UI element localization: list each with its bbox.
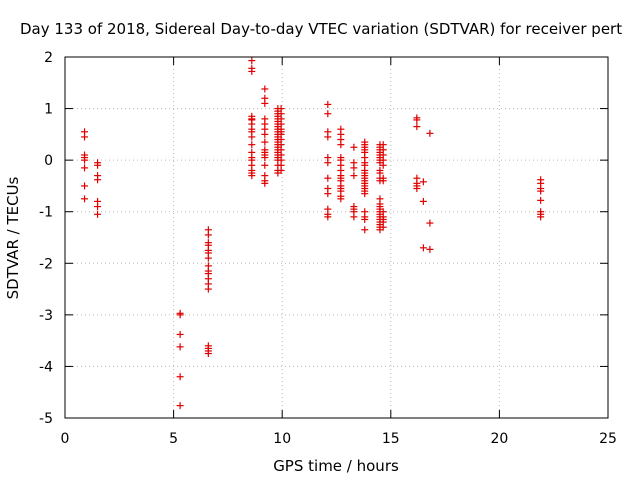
plot-frame [64, 56, 609, 419]
y-tick-label: 2 [44, 50, 53, 66]
data-point [94, 176, 102, 184]
data-point [337, 141, 345, 149]
data-point [204, 231, 212, 239]
data-point [94, 210, 102, 218]
y-tick-label: 1 [44, 102, 53, 118]
y-axis-label: SDTVAR / TECUs [4, 176, 22, 299]
x-tick-label: 25 [599, 431, 617, 447]
data-point [248, 67, 256, 75]
data-point [81, 182, 89, 190]
data-point [81, 164, 89, 172]
data-point [277, 128, 285, 136]
y-tick-label: -2 [39, 256, 53, 272]
data-point [376, 203, 384, 211]
data-point [350, 143, 358, 151]
data-point [324, 133, 332, 141]
data-point [537, 196, 545, 204]
data-point [413, 116, 421, 124]
axis-ticks [64, 56, 609, 419]
data-point [419, 197, 427, 205]
data-point [324, 110, 332, 118]
x-tick-label: 0 [61, 431, 70, 447]
data-point [419, 244, 427, 252]
data-point [94, 161, 102, 169]
data-point [204, 285, 212, 293]
x-axis-label: GPS time / hours [273, 457, 399, 475]
x-tick-label: 5 [169, 431, 178, 447]
data-point [350, 213, 358, 221]
data-point [361, 215, 369, 223]
data-point [261, 138, 269, 146]
data-point [324, 190, 332, 198]
data-point [350, 164, 358, 172]
data-point [379, 161, 387, 169]
data-point [94, 203, 102, 211]
data-point [81, 195, 89, 203]
data-point [337, 195, 345, 203]
data-point [248, 141, 256, 149]
data-point [248, 57, 256, 65]
data-point [176, 373, 184, 381]
data-point [413, 123, 421, 131]
data-point [248, 172, 256, 180]
chart-title: Day 133 of 2018, Sidereal Day-to-day VTE… [20, 20, 622, 38]
x-tick-label: 15 [382, 431, 400, 447]
data-point [176, 330, 184, 338]
data-point [426, 129, 434, 137]
data-point [537, 213, 545, 221]
data-point [350, 172, 358, 180]
data-points [81, 57, 545, 410]
y-tick-label: -3 [39, 308, 53, 324]
data-point [176, 311, 184, 319]
data-point [261, 99, 269, 107]
data-point [176, 402, 184, 410]
data-point [81, 133, 89, 141]
x-tick-label: 20 [490, 431, 508, 447]
data-point [261, 161, 269, 169]
data-point [261, 154, 269, 162]
y-tick-labels: -5 -4 -3 -2 -1 0 1 2 [39, 50, 53, 427]
data-point [277, 166, 285, 174]
data-point [324, 174, 332, 182]
y-tick-label: -4 [39, 359, 53, 375]
data-point [376, 195, 384, 203]
data-point [426, 245, 434, 253]
data-point [426, 219, 434, 227]
x-tick-labels: 0 5 10 15 20 25 [61, 431, 617, 447]
data-point [261, 130, 269, 138]
y-tick-label: 0 [44, 153, 53, 169]
data-point [204, 350, 212, 358]
data-point [204, 254, 212, 262]
data-point [176, 343, 184, 351]
y-tick-label: -1 [39, 205, 53, 221]
data-point [324, 213, 332, 221]
data-point [248, 133, 256, 141]
data-point [361, 226, 369, 234]
data-point [361, 190, 369, 198]
y-tick-label: -5 [39, 411, 53, 427]
data-point [324, 159, 332, 167]
data-point [248, 116, 256, 124]
data-point [419, 178, 427, 186]
data-point [379, 223, 387, 231]
data-point [537, 187, 545, 195]
data-point [81, 154, 89, 162]
grid [65, 57, 608, 418]
data-point [261, 179, 269, 187]
data-point [324, 100, 332, 108]
data-point [261, 85, 269, 93]
data-point [379, 177, 387, 185]
data-point [413, 185, 421, 193]
x-tick-label: 10 [273, 431, 291, 447]
